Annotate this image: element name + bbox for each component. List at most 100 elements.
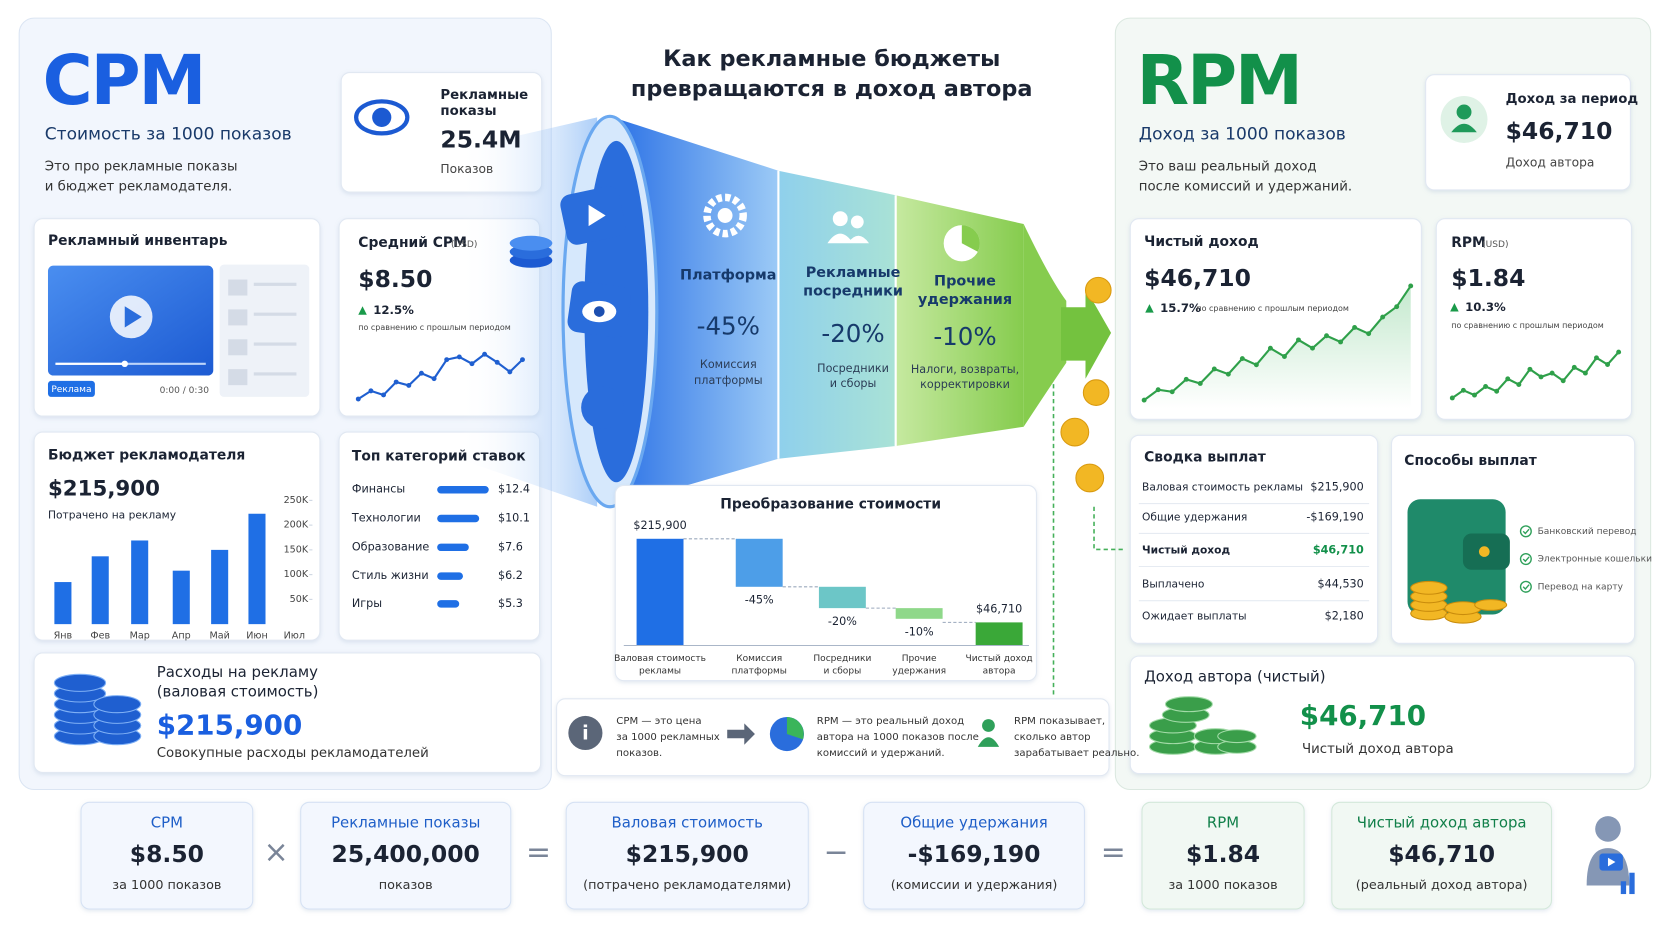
creator-icon bbox=[1629, 872, 1635, 895]
trend-line bbox=[357, 352, 524, 400]
top-categories-value-labels: $6.2 bbox=[498, 569, 523, 582]
formula-box bbox=[863, 801, 1085, 910]
budget-chart-yticks-label: 200K bbox=[284, 520, 309, 531]
waterfall-bar bbox=[636, 538, 684, 646]
formula-items-note: (реальный доход автора) bbox=[1356, 878, 1528, 893]
waterfall-categories: Прочие bbox=[902, 654, 937, 664]
funnel-stages-name: посредники bbox=[803, 283, 903, 299]
formula-box bbox=[1141, 801, 1305, 910]
trend-point bbox=[1366, 331, 1372, 337]
trend-point bbox=[1449, 395, 1455, 401]
avg-cpm-change: 12.5% bbox=[373, 303, 414, 317]
formula-items-note: за 1000 показов bbox=[112, 878, 221, 893]
trend-point bbox=[494, 359, 500, 365]
formula-box bbox=[80, 801, 254, 910]
trend-point bbox=[406, 382, 412, 388]
trend-point bbox=[1616, 349, 1622, 355]
gear-icon bbox=[703, 193, 747, 238]
funnel-stages-value: -10% bbox=[933, 322, 996, 351]
trend-point bbox=[1483, 384, 1489, 389]
formula-items-title: Рекламные показы bbox=[331, 814, 480, 832]
bar bbox=[91, 556, 109, 625]
rpm-description: Это ваш реальный доход bbox=[1139, 159, 1317, 174]
waterfall-bar bbox=[975, 622, 1023, 646]
gear-icon bbox=[717, 208, 733, 223]
formula-items-note: показов bbox=[379, 878, 433, 893]
up-arrow bbox=[1145, 304, 1154, 313]
gold-coins bbox=[1474, 599, 1508, 611]
budget-chart-yticks-label: 250K bbox=[284, 495, 309, 506]
bar bbox=[437, 572, 463, 580]
user-icon bbox=[1456, 104, 1472, 120]
trend-point bbox=[418, 370, 424, 376]
waterfall-bar bbox=[818, 586, 866, 609]
top-categories-title: Топ категорий ставок bbox=[352, 449, 526, 465]
trend-point bbox=[1324, 333, 1329, 339]
formula-box bbox=[300, 801, 512, 910]
budget-chart-categories: Фев bbox=[90, 630, 110, 641]
pie-icon bbox=[961, 225, 980, 252]
canvas: i Как рекламные бюджеты превращаются в до… bbox=[18, 17, 1652, 910]
check-icon bbox=[1519, 553, 1532, 566]
funnel-stages-name: Рекламные bbox=[806, 265, 901, 281]
info-lines: за 1000 рекламных bbox=[616, 732, 719, 743]
bar bbox=[172, 570, 190, 625]
trend-point bbox=[1472, 392, 1477, 398]
bar bbox=[437, 514, 480, 523]
trend-point bbox=[1408, 283, 1414, 289]
check-icon bbox=[1522, 584, 1530, 590]
waterfall-value-labels: -45% bbox=[745, 594, 774, 607]
coin-stack bbox=[509, 235, 553, 251]
wallet bbox=[1478, 546, 1490, 557]
funnel-stages-description: и сборы bbox=[830, 377, 877, 390]
formula-items-note: (потрачено рекламодателями) bbox=[583, 878, 791, 893]
waterfall-categories: Валовая стоимость bbox=[614, 654, 706, 664]
inventory-time: 0:00 / 0:30 bbox=[160, 386, 210, 396]
waterfall-card bbox=[614, 484, 1037, 682]
bar bbox=[248, 513, 266, 625]
user-icon bbox=[1451, 123, 1477, 133]
funnel-stages-name: Прочие bbox=[934, 274, 996, 290]
info-lines: сколько автор bbox=[1014, 732, 1091, 743]
cpm-description: и бюджет рекламодателя. bbox=[45, 179, 232, 195]
funnel-stages-value: -20% bbox=[821, 319, 884, 348]
formula-items-title: Общие удержания bbox=[900, 814, 1047, 832]
trend-point bbox=[1310, 345, 1315, 351]
author-income-card bbox=[1129, 655, 1636, 775]
playlist-item bbox=[253, 312, 297, 316]
funnel-stage bbox=[895, 195, 1024, 446]
ad-spend-note: Совокупные расходы рекламодателей bbox=[157, 746, 429, 761]
ad-spend-card bbox=[33, 652, 542, 773]
avg-cpm-unit: (USD) bbox=[451, 240, 477, 250]
bar bbox=[437, 600, 460, 608]
playlist-item bbox=[228, 279, 248, 296]
funnel bbox=[458, 114, 1127, 696]
trend-point bbox=[381, 392, 386, 398]
inventory-title: Рекламный инвентарь bbox=[48, 233, 228, 249]
trend-point bbox=[1560, 378, 1566, 384]
impressions-value: 25.4M bbox=[440, 125, 521, 153]
trend-point bbox=[1505, 376, 1511, 382]
formula-operators: = bbox=[526, 835, 551, 870]
coin-icon bbox=[581, 386, 624, 429]
blue-coins bbox=[53, 673, 142, 746]
trend-point bbox=[1296, 337, 1301, 343]
waterfall-categories: Комиссия bbox=[736, 654, 782, 664]
cpm-title: CPM bbox=[43, 42, 205, 121]
budget-chart-categories: Апр bbox=[172, 630, 191, 641]
waterfall-categories: автора bbox=[983, 667, 1016, 677]
trend-point bbox=[1538, 374, 1544, 380]
coin bbox=[1075, 463, 1105, 493]
green-coins bbox=[1164, 696, 1213, 713]
trend-point bbox=[444, 357, 450, 363]
trend-point bbox=[1253, 362, 1259, 368]
formula-box bbox=[1331, 801, 1552, 910]
top-categories-card bbox=[338, 431, 541, 641]
playlist-item bbox=[228, 309, 248, 326]
budget-chart-yticks-label: 50K bbox=[290, 594, 309, 605]
formula-items-value: $46,710 bbox=[1388, 840, 1495, 868]
trend-point bbox=[1571, 364, 1577, 370]
info-lines: зарабатывает реально. bbox=[1014, 747, 1139, 759]
rpm-card-unit: (USD) bbox=[1482, 240, 1508, 250]
green-coins bbox=[1217, 729, 1257, 744]
